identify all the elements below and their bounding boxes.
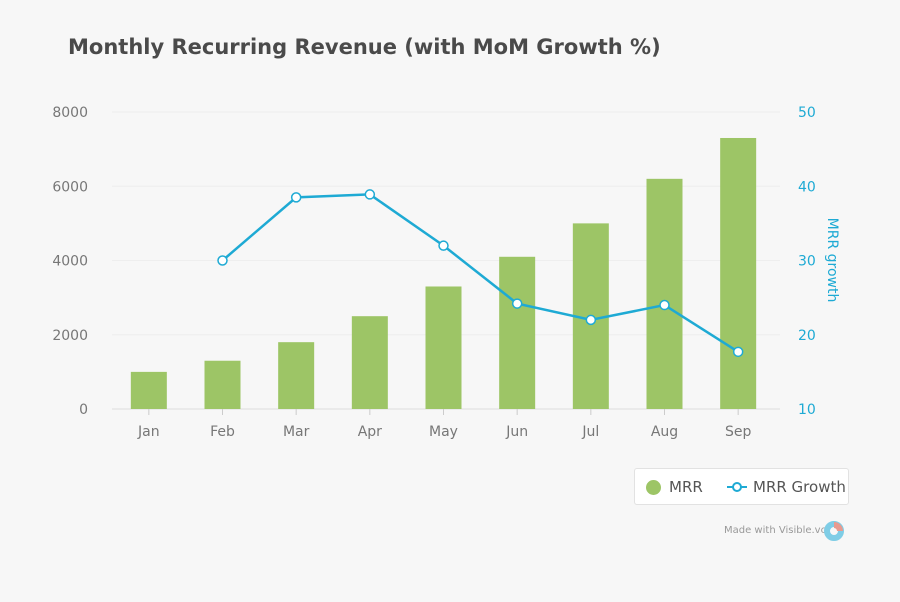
legend-marker-bar: [646, 479, 661, 495]
y-right-tick-label: 20: [798, 328, 816, 344]
growth-point-feb: [217, 255, 228, 266]
bar-aug: [646, 178, 683, 409]
growth-point-sep: [732, 346, 744, 358]
legend: MRR MRR Growth: [634, 468, 849, 505]
legend-item-mrr-growth[interactable]: MRR Growth: [727, 478, 846, 496]
y-right-tick-label: 50: [798, 105, 816, 121]
visible-logo-icon: [824, 521, 844, 541]
y-right-tick-label: 10: [798, 402, 816, 418]
bar-mar: [278, 342, 315, 409]
legend-label: MRR: [669, 478, 703, 496]
growth-point-apr: [364, 189, 376, 200]
y-left-tick-label: 0: [79, 402, 88, 418]
legend-item-mrr[interactable]: MRR: [646, 478, 703, 496]
growth-point-jun: [511, 298, 523, 309]
x-tick-label: Sep: [725, 424, 752, 440]
x-tick-label: Feb: [210, 424, 235, 440]
x-tick-label: May: [429, 424, 458, 440]
bar-jun: [499, 256, 536, 409]
x-tick-label: Apr: [358, 424, 382, 440]
x-tick-label: Jul: [581, 424, 599, 440]
credit-text: Made with Visible.vc: [724, 525, 827, 536]
y-right-tick-label: 40: [798, 179, 816, 195]
bar-sep: [720, 137, 757, 410]
x-tick-label: Aug: [651, 424, 678, 440]
legend-marker-line: [727, 482, 747, 492]
bar-may: [425, 286, 462, 409]
bar-jan: [130, 371, 167, 409]
x-tick-label: Jun: [505, 424, 528, 440]
y-left-tick-label: 8000: [52, 105, 88, 121]
y-left-tick-label: 2000: [52, 328, 88, 344]
growth-point-may: [438, 240, 449, 251]
y-right-tick-label: 30: [798, 254, 816, 270]
chart-title: Monthly Recurring Revenue (with MoM Grow…: [68, 35, 661, 59]
y-right-axis-label: MRR growth: [824, 218, 840, 303]
legend-label: MRR Growth: [753, 478, 846, 496]
y-left-tick-label: 4000: [52, 254, 88, 270]
y-left-tick-label: 6000: [52, 179, 88, 195]
growth-point-jul: [585, 314, 597, 326]
growth-point-mar: [290, 192, 302, 203]
bar-feb: [204, 360, 241, 409]
bar-apr: [351, 316, 388, 409]
x-tick-label: Jan: [137, 424, 160, 440]
growth-line: [221, 193, 739, 353]
x-tick-label: Mar: [283, 424, 310, 440]
growth-point-aug: [659, 299, 670, 311]
